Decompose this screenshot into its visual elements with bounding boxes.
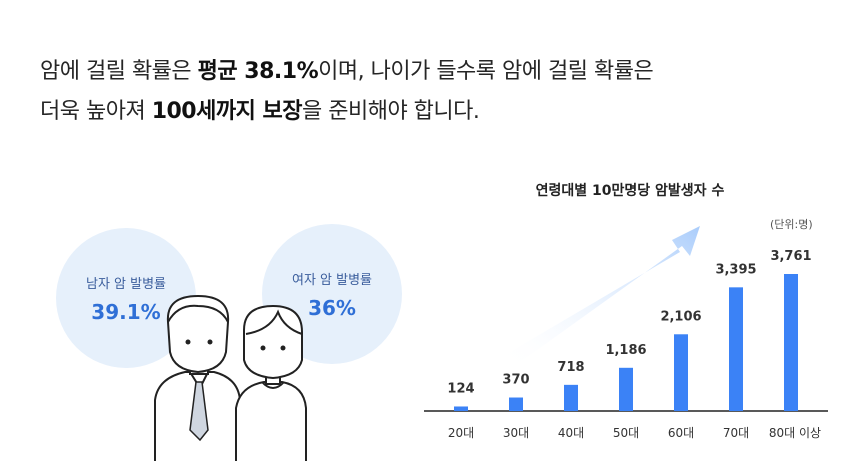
male-rate-label: 남자 암 발병률 <box>85 277 167 292</box>
trend-arrow <box>505 226 700 368</box>
bar-value-label: 718 <box>557 360 584 375</box>
headline: 암에 걸릴 확률은 평균 38.1%이며, 나이가 들수록 암에 걸릴 확률은 … <box>40 52 820 132</box>
bar-value-label: 124 <box>447 381 474 396</box>
headline-text: 이며, 나이가 들수록 암에 걸릴 확률은 <box>318 59 654 84</box>
bar-value-label: 2,106 <box>660 309 701 324</box>
headline-emphasis: 100세까지 보장 <box>151 99 303 124</box>
x-tick-label: 40대 <box>558 426 584 440</box>
x-tick-label: 30대 <box>503 426 529 440</box>
x-tick-label: 20대 <box>448 426 474 440</box>
female-rate-label: 여자 암 발병률 <box>291 273 373 288</box>
male-rate-value: 39.1% <box>91 300 161 324</box>
bar-value-label: 3,395 <box>715 262 756 277</box>
headline-text: 을 준비해야 합니다. <box>301 99 480 124</box>
bar-70대 <box>729 287 743 411</box>
headline-text: 더욱 높아져 <box>40 99 152 124</box>
man-illustration <box>154 294 241 461</box>
headline-line-1: 암에 걸릴 확률은 평균 38.1%이며, 나이가 들수록 암에 걸릴 확률은 <box>40 52 820 92</box>
bar-value-label: 3,761 <box>770 249 811 264</box>
headline-text: 암에 걸릴 확률은 <box>40 59 198 84</box>
woman-illustration <box>235 304 307 461</box>
bar-40대 <box>564 384 578 411</box>
bar-80대 이상 <box>784 274 798 411</box>
bar-20대 <box>454 406 468 411</box>
bar-50대 <box>619 367 633 411</box>
bar-value-label: 370 <box>502 373 529 388</box>
people-illustration <box>154 294 307 461</box>
bar-60대 <box>674 334 688 411</box>
bar-value-label: 1,186 <box>605 343 646 358</box>
bar-30대 <box>509 397 523 411</box>
x-tick-label: 60대 <box>668 426 694 440</box>
chart-unit: (단위:명) <box>770 218 813 231</box>
x-tick-label: 50대 <box>613 426 639 440</box>
female-rate-value: 36% <box>308 296 356 320</box>
headline-line-2: 더욱 높아져 100세까지 보장을 준비해야 합니다. <box>40 92 820 132</box>
headline-emphasis: 평균 38.1% <box>197 59 319 84</box>
x-tick-label: 80대 이상 <box>769 426 821 440</box>
chart-title: 연령대별 10만명당 암발생자 수 <box>535 183 725 199</box>
x-tick-label: 70대 <box>723 426 749 440</box>
